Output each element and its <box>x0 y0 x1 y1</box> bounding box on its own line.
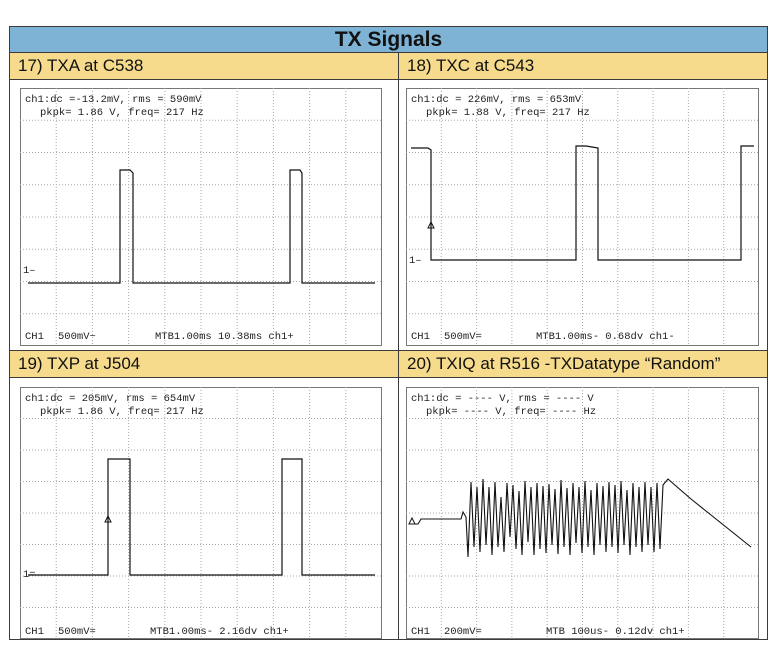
footer-timebase: MTB1.00ms- 2.16dv ch1+ <box>150 626 289 638</box>
scope-readout-line1: ch1:dc = 226mV, rms = 653mV <box>411 94 582 106</box>
scope-grid <box>406 387 759 639</box>
scope-readout-line1: ch1:dc = ---- V, rms = ---- V <box>411 393 594 405</box>
scope-readout-line1: ch1:dc =-13.2mV, rms = 590mV <box>25 94 202 106</box>
footer-channel: CH1 <box>25 331 44 343</box>
scope-screen-txiq: ch1:dc = ---- V, rms = ---- V pkpk= ----… <box>406 387 759 639</box>
scope-readout-line2: pkpk= 1.86 V, freq= 217 Hz <box>40 406 204 418</box>
footer-scale: 500mV= <box>444 331 482 343</box>
scope-svg-txp: ch1:dc = 205mV, rms = 654mV pkpk= 1.86 V… <box>20 387 382 639</box>
waveform-trace <box>28 169 375 284</box>
scope-grid <box>406 88 759 346</box>
scope-screen-txp: ch1:dc = 205mV, rms = 654mV pkpk= 1.86 V… <box>20 387 382 639</box>
panel-heading-txa: 17) TXA at C538 <box>10 52 398 80</box>
page-title: TX Signals <box>10 27 767 53</box>
footer-channel: CH1 <box>25 626 44 638</box>
scope-svg-txc: ch1:dc = 226mV, rms = 653mV pkpk= 1.88 V… <box>406 88 759 346</box>
scope-grid <box>20 387 382 639</box>
tx-signals-figure: TX Signals 17) TXA at C538 18) TXC at C5… <box>9 26 768 640</box>
scope-readout-line2: pkpk= ---- V, freq= ---- Hz <box>426 406 596 418</box>
panel-heading-txp: 19) TXP at J504 <box>10 350 398 378</box>
scope-screen-txa: ch1:dc =-13.2mV, rms = 590mV pkpk= 1.86 … <box>20 88 382 346</box>
scope-readout-line1: ch1:dc = 205mV, rms = 654mV <box>25 393 196 405</box>
channel-marker: 1– <box>23 265 36 277</box>
footer-timebase: MTB1.00ms- 0.68dv ch1- <box>536 331 675 343</box>
waveform-trace <box>411 478 752 558</box>
scope-svg-txiq: ch1:dc = ---- V, rms = ---- V pkpk= ----… <box>406 387 759 639</box>
trigger-arrow-icon <box>104 514 112 523</box>
trigger-arrow-icon <box>427 220 435 229</box>
waveform-trace <box>411 145 754 261</box>
scope-readout-line2: pkpk= 1.88 V, freq= 217 Hz <box>426 107 590 119</box>
footer-channel: CH1 <box>411 626 430 638</box>
footer-scale: 200mV= <box>444 626 482 638</box>
panel-heading-txiq: 20) TXIQ at R516 -TXDatatype “Random” <box>399 350 767 378</box>
scope-readout-line2: pkpk= 1.86 V, freq= 217 Hz <box>40 107 204 119</box>
channel-marker: 1– <box>409 255 422 267</box>
footer-channel: CH1 <box>411 331 430 343</box>
scope-svg-txa: ch1:dc =-13.2mV, rms = 590mV pkpk= 1.86 … <box>20 88 382 346</box>
trigger-arrow-icon <box>408 516 416 525</box>
footer-timebase: MTB 100us- 0.12dv ch1+ <box>546 626 685 638</box>
footer-scale: 500mV= <box>58 626 96 638</box>
footer-timebase: MTB1.00ms 10.38ms ch1+ <box>155 331 294 343</box>
scope-grid <box>20 88 382 346</box>
scope-screen-txc: ch1:dc = 226mV, rms = 653mV pkpk= 1.88 V… <box>406 88 759 346</box>
column-divider <box>398 52 399 639</box>
footer-scale: 500mV~ <box>58 331 96 343</box>
panel-heading-txc: 18) TXC at C543 <box>399 52 767 80</box>
